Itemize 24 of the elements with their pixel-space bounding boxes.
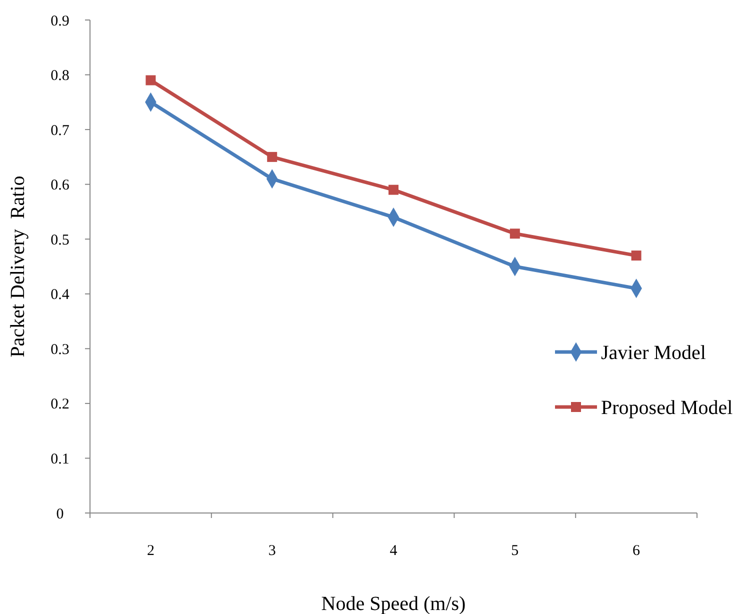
- y-tick-label: 0.8: [50, 68, 70, 84]
- y-tick-label: 0.4: [50, 287, 70, 304]
- x-tick-label: 2: [146, 543, 154, 559]
- y-tick-label: 0.1: [50, 451, 70, 468]
- x-tick-label: 4: [390, 543, 398, 559]
- y-tick-label: 0: [56, 506, 64, 522]
- point: [631, 250, 642, 261]
- y-tick-label: 0.2: [50, 396, 70, 413]
- point: [388, 184, 398, 195]
- x-tick-label: 3: [268, 543, 276, 559]
- y-tick-label: 0.6: [50, 178, 70, 194]
- point: [510, 228, 520, 239]
- x-tick-label: 5: [511, 543, 519, 559]
- legend-label: Javier Model: [601, 342, 706, 364]
- y-tick-label: 0.5: [50, 232, 70, 248]
- point: [267, 152, 278, 162]
- point: [146, 75, 156, 86]
- y-axis-title: Packet Delivery Ratio: [7, 176, 29, 358]
- y-tick-label: 0.7: [50, 122, 70, 139]
- y-tick-label: 0.3: [50, 342, 70, 358]
- legend-label: Proposed Model: [601, 397, 734, 419]
- x-tick-label: 6: [632, 543, 641, 559]
- x-axis-title: Node Speed (m/s): [321, 593, 466, 614]
- y-tick-label: 0.9: [50, 13, 70, 30]
